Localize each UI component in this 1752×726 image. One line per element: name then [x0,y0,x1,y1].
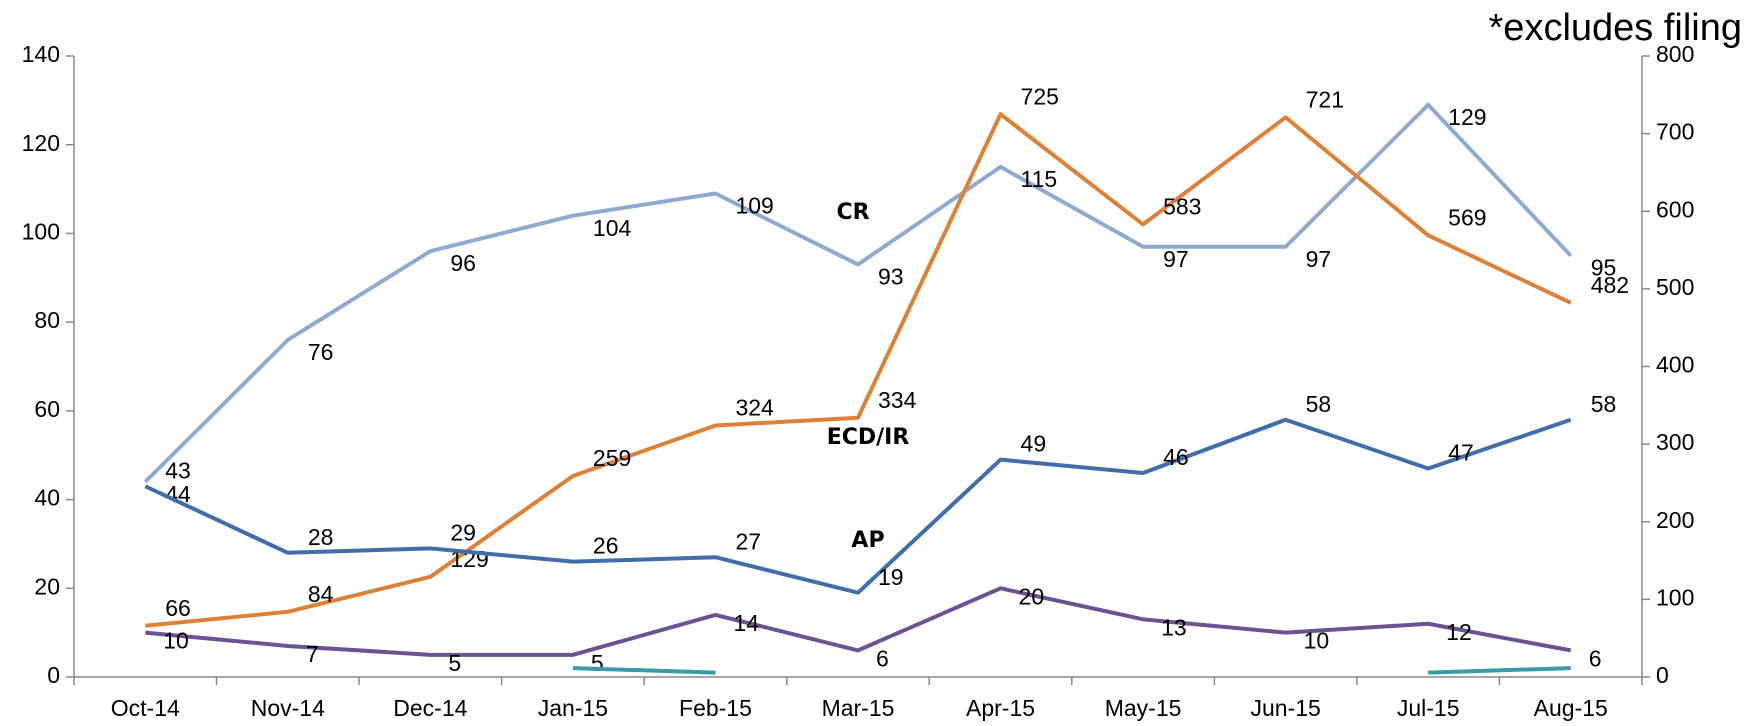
series-line [572,666,1571,675]
x-tick-label: Dec-14 [393,695,467,721]
x-tick-label: Feb-15 [679,695,752,721]
data-label: 6 [1589,645,1602,671]
series-line [145,586,1572,657]
data-label: 43 [165,457,191,483]
y2-tick-label: 500 [1656,274,1694,300]
x-tick-label: Jul-15 [1397,695,1460,721]
data-label: 6 [876,645,889,671]
x-tick-label: Mar-15 [822,695,895,721]
data-label: 13 [1161,614,1187,640]
data-label: 129 [1448,104,1486,130]
y2-tick-label: 300 [1656,429,1694,455]
data-label: 46 [1163,444,1189,470]
series-line [143,102,1573,484]
data-label: 97 [1163,246,1189,272]
data-label: 115 [1021,166,1058,192]
y2-tick-label: 700 [1656,119,1694,145]
series-line [144,417,1572,595]
y2-tick-label: 100 [1656,584,1694,610]
data-label: 93 [878,264,904,290]
data-label: 109 [735,193,773,219]
data-label: 482 [1591,272,1629,298]
y-tick-label: 120 [22,130,60,156]
y-tick-label: 60 [34,396,60,422]
series-annotation: ECD/IR [827,425,910,450]
annotation: *excludes filing [1489,7,1742,49]
data-label: 324 [735,395,774,421]
series-annotation: CR [836,200,869,225]
data-label: 334 [878,387,917,413]
data-label: 97 [1306,246,1332,272]
data-label: 721 [1306,86,1344,112]
x-tick-label: Nov-14 [251,695,325,721]
series-line [145,112,1572,628]
data-label: 10 [163,628,189,654]
y2-tick-label: 800 [1656,41,1694,67]
data-label: 58 [1306,391,1332,417]
data-label: 5 [448,650,461,676]
data-label: 14 [733,610,759,636]
y2-tick-label: 200 [1656,507,1694,533]
x-tick-label: Oct-14 [111,695,180,721]
y-tick-label: 20 [34,573,60,599]
data-label: 27 [735,528,761,554]
y-tick-label: 0 [47,662,60,688]
data-label: 20 [1019,583,1045,609]
data-label: 47 [1448,440,1474,466]
y2-tick-label: 600 [1656,196,1694,222]
data-label: 66 [165,595,191,621]
data-label: 569 [1448,204,1486,230]
data-label: 84 [308,581,334,607]
x-tick-label: Aug-15 [1534,695,1608,721]
x-tick-label: Jun-15 [1250,695,1320,721]
y-tick-label: 100 [22,219,60,245]
data-label: 583 [1163,194,1201,220]
data-label: 95 [1591,255,1617,281]
data-label: 19 [878,564,904,590]
data-label: 26 [593,533,619,559]
data-label: 7 [306,641,319,667]
data-label: 76 [308,339,334,365]
y2-tick-label: 400 [1656,352,1694,378]
series-annotation: AP [851,528,884,553]
x-tick-label: Apr-15 [966,695,1035,721]
data-label: 96 [450,250,476,276]
data-label: 725 [1021,83,1059,109]
data-label: 12 [1446,619,1472,645]
y2-tick-label: 0 [1656,662,1669,688]
data-label: 259 [593,445,631,471]
data-label: 29 [450,519,476,545]
data-label: 5 [591,650,604,676]
data-label: 49 [1021,431,1047,457]
x-tick-label: Jan-15 [538,695,608,721]
data-label: 58 [1591,391,1617,417]
y-tick-label: 80 [34,307,60,333]
data-label: 104 [593,215,632,241]
data-label: 10 [1304,628,1330,654]
x-tick-label: May-15 [1105,695,1182,721]
y-tick-label: 40 [34,485,60,511]
y-tick-label: 140 [22,41,60,67]
data-label: 28 [308,524,334,550]
